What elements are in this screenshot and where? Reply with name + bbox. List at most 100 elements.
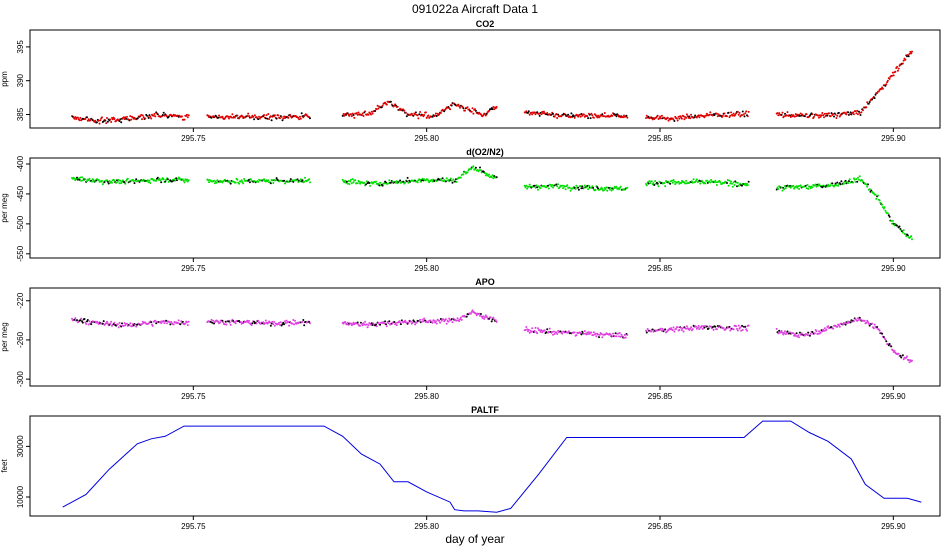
data-point bbox=[462, 173, 465, 176]
data-point bbox=[367, 113, 370, 116]
data-point bbox=[697, 114, 700, 117]
data-point bbox=[881, 203, 884, 206]
data-point bbox=[561, 184, 564, 187]
data-point bbox=[587, 333, 590, 336]
data-point bbox=[823, 116, 825, 119]
data-point bbox=[299, 180, 301, 183]
data-point bbox=[888, 343, 891, 345]
data-point bbox=[250, 324, 253, 327]
data-point bbox=[530, 111, 533, 114]
data-point bbox=[358, 180, 361, 183]
data-point bbox=[660, 117, 662, 120]
data-point bbox=[803, 115, 806, 118]
data-point bbox=[714, 179, 717, 182]
data-point bbox=[901, 231, 904, 234]
data-point bbox=[877, 90, 880, 93]
x-tick-label: 295.80 bbox=[414, 522, 439, 531]
data-point bbox=[238, 182, 241, 185]
data-point bbox=[676, 326, 679, 329]
data-point bbox=[849, 111, 852, 114]
data-point bbox=[457, 103, 460, 106]
data-point bbox=[844, 179, 847, 182]
data-point bbox=[745, 184, 748, 187]
data-point bbox=[534, 186, 537, 189]
data-point bbox=[86, 319, 89, 321]
data-point bbox=[394, 322, 397, 324]
data-point bbox=[99, 119, 102, 122]
data-point bbox=[555, 331, 558, 334]
data-point bbox=[215, 181, 218, 184]
data-point bbox=[737, 184, 740, 187]
data-point bbox=[147, 181, 150, 184]
data-point bbox=[133, 182, 136, 185]
data-point bbox=[600, 186, 603, 189]
data-point bbox=[547, 187, 550, 190]
data-point bbox=[556, 333, 559, 335]
data-point bbox=[674, 183, 677, 186]
data-point bbox=[577, 188, 580, 191]
data-point bbox=[557, 113, 560, 116]
data-point bbox=[546, 112, 549, 114]
data-point bbox=[351, 178, 354, 181]
data-point bbox=[181, 320, 184, 323]
data-point bbox=[821, 186, 824, 189]
data-point bbox=[736, 181, 739, 184]
data-point bbox=[603, 112, 606, 114]
data-point bbox=[455, 319, 458, 322]
data-point bbox=[234, 181, 237, 184]
data-point bbox=[848, 113, 851, 116]
data-point bbox=[230, 116, 233, 119]
data-point bbox=[726, 182, 728, 184]
data-point bbox=[838, 325, 841, 328]
data-point bbox=[375, 108, 378, 111]
data-point bbox=[794, 334, 797, 337]
data-point bbox=[594, 188, 597, 191]
data-point bbox=[789, 114, 791, 117]
data-point bbox=[84, 178, 87, 181]
data-point bbox=[470, 311, 473, 313]
data-point bbox=[74, 317, 77, 320]
series-line bbox=[62, 420, 922, 513]
data-point bbox=[675, 117, 678, 120]
data-point bbox=[730, 180, 733, 183]
data-point bbox=[106, 320, 108, 323]
data-point bbox=[414, 323, 417, 326]
data-point bbox=[181, 115, 183, 118]
data-point bbox=[141, 323, 143, 325]
data-point bbox=[250, 116, 253, 119]
data-point bbox=[556, 185, 559, 188]
data-point bbox=[221, 319, 224, 322]
data-point bbox=[900, 356, 903, 359]
data-point bbox=[874, 193, 877, 196]
data-point bbox=[813, 332, 816, 335]
data-point bbox=[419, 178, 422, 181]
data-point bbox=[548, 327, 551, 330]
data-point bbox=[406, 176, 409, 179]
data-point bbox=[876, 92, 879, 95]
data-point bbox=[495, 106, 498, 108]
data-point bbox=[183, 118, 186, 121]
data-point bbox=[911, 50, 913, 53]
data-point bbox=[482, 315, 485, 318]
data-point bbox=[680, 329, 683, 332]
data-point bbox=[370, 110, 373, 113]
data-point bbox=[745, 110, 748, 113]
data-point bbox=[898, 225, 901, 228]
data-point bbox=[884, 338, 887, 341]
data-point bbox=[804, 184, 807, 187]
data-point bbox=[86, 119, 89, 122]
plot-frame bbox=[29, 287, 941, 387]
data-point bbox=[775, 188, 778, 191]
data-point bbox=[837, 111, 840, 114]
data-point bbox=[416, 181, 419, 184]
data-point bbox=[419, 318, 422, 321]
data-point bbox=[612, 332, 615, 335]
data-point bbox=[269, 182, 272, 185]
data-point bbox=[745, 328, 748, 331]
data-point bbox=[531, 113, 534, 116]
data-point bbox=[609, 333, 612, 336]
x-tick-label: 295.90 bbox=[881, 264, 906, 273]
data-point bbox=[451, 321, 454, 324]
data-point bbox=[556, 117, 559, 119]
data-point bbox=[268, 118, 271, 120]
